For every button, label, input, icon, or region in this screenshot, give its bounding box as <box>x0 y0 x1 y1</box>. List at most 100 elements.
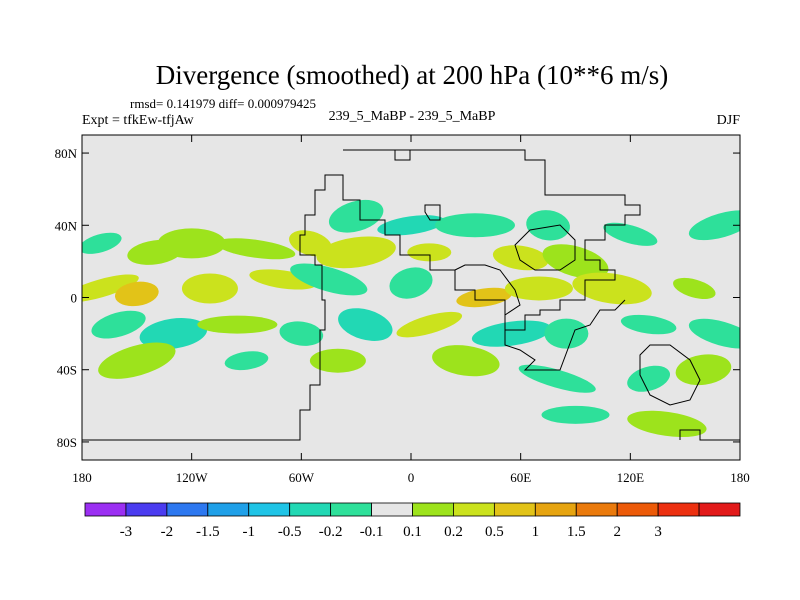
field-cell <box>432 345 500 377</box>
colorbar-label: 1 <box>532 524 540 540</box>
x-tick-label: 180 <box>730 470 750 485</box>
colorbar-label: 0.2 <box>444 524 463 540</box>
x-tick-label: 60W <box>289 470 315 485</box>
field-cell <box>82 274 139 303</box>
x-tick-label: 120E <box>617 470 645 485</box>
field-cell <box>309 348 366 373</box>
field-cell <box>290 263 368 296</box>
europe-outline <box>424 204 441 221</box>
colorbar-swatch <box>207 502 250 517</box>
y-tick-label: 40N <box>55 218 78 233</box>
colorbar-swatch <box>575 502 618 517</box>
colorbar-label: 0.5 <box>485 524 504 540</box>
africa-outline <box>454 264 626 371</box>
field-cell <box>688 318 740 349</box>
field-cell <box>407 243 452 262</box>
field-cell <box>688 210 740 241</box>
colorbar-label: -0.5 <box>278 524 302 540</box>
colorbar-label: -1.5 <box>196 524 220 540</box>
colorbar-swatch <box>166 502 209 517</box>
colorbar-labels: -3 -2 -1.5 -1 -0.5 -0.2 -0.1 0.1 0.2 0.5 1 1.5 2 3 <box>120 524 662 540</box>
field-cell <box>603 222 658 246</box>
field-cell <box>518 364 596 393</box>
colorbar-label: -0.1 <box>360 524 384 540</box>
chart-title: Divergence (smoothed) at 200 hPa (10**6 … <box>156 60 668 90</box>
longitude-axis: 180 120W 60W 0 60E 120E 180 <box>72 135 750 485</box>
coastlines <box>82 149 740 441</box>
antarctica-outline <box>679 429 740 441</box>
field-cell <box>471 320 552 347</box>
field-cell <box>91 310 146 339</box>
field-cell <box>572 272 652 305</box>
y-tick-label: 80S <box>57 435 77 450</box>
y-tick-label: 0 <box>71 291 78 306</box>
x-tick-label: 60E <box>510 470 531 485</box>
colorbar-swatch <box>616 502 659 517</box>
arabia-outline <box>514 224 576 271</box>
season-label: DJF <box>717 113 741 128</box>
y-tick-label: 80N <box>55 146 78 161</box>
field-cell <box>541 405 610 424</box>
colorbar-swatch <box>248 502 291 517</box>
field-cell <box>316 236 396 269</box>
experiment-label: Expt = tfkEw-tfjAw <box>82 113 194 128</box>
field-cell <box>673 277 716 300</box>
field-cell <box>338 308 393 341</box>
americas-outline <box>82 149 641 441</box>
field-cell <box>504 276 573 301</box>
field-cell <box>279 321 324 346</box>
field-cell <box>377 215 445 236</box>
colorbar-swatch <box>534 502 577 517</box>
colorbar-label: 2 <box>613 524 621 540</box>
field-cell <box>620 314 677 335</box>
colorbar-label: 1.5 <box>567 524 586 540</box>
field-cell <box>456 287 512 308</box>
colorbar-label: -3 <box>120 524 133 540</box>
colorbar-swatch <box>371 502 413 517</box>
field-cell <box>224 351 269 371</box>
field-cell <box>389 267 433 299</box>
comparison-label: 239_5_MaBP - 239_5_MaBP <box>329 109 496 124</box>
x-tick-label: 180 <box>72 470 92 485</box>
field-cell <box>216 238 296 260</box>
latitude-axis: 80N 40N 0 40S 80S <box>55 146 740 450</box>
colorbar-swatch <box>453 502 495 517</box>
colorbar-label: -0.2 <box>319 524 343 540</box>
field-cell <box>98 342 176 379</box>
field-cell <box>114 281 159 307</box>
greenland-outline <box>394 150 411 161</box>
colorbar-label: 3 <box>654 524 662 540</box>
field-cell <box>675 354 732 386</box>
colorbar-label: -1 <box>243 524 256 540</box>
map-panel: 80N 40N 0 40S 80S 180 120W 60W 0 60E 120E 180 <box>55 134 750 485</box>
colorbar-swatch <box>125 502 168 517</box>
stats-text: rmsd= 0.141979 diff= 0.000979425 <box>130 96 316 111</box>
colorbar-swatch <box>330 502 372 517</box>
colorbar-label: 0.1 <box>403 524 422 540</box>
divergence-field <box>82 199 740 438</box>
field-cell <box>328 199 384 233</box>
australia-outline <box>639 344 701 406</box>
field-cell <box>627 365 671 392</box>
colorbar-swatch <box>84 502 127 517</box>
colorbar-label: -2 <box>161 524 174 540</box>
x-tick-label: 0 <box>408 470 415 485</box>
colorbar-swatch <box>698 502 741 517</box>
colorbar-swatch <box>493 502 536 517</box>
field-cell <box>181 273 238 304</box>
colorbar-swatch <box>412 502 454 517</box>
field-cell <box>82 232 122 254</box>
field-cell <box>396 311 463 338</box>
field-cell <box>157 228 226 259</box>
field-cell <box>434 213 515 238</box>
field-cell <box>492 245 549 271</box>
field-cell <box>197 315 278 334</box>
colorbar-swatch <box>657 502 700 517</box>
colorbar <box>84 502 741 517</box>
field-cell <box>139 318 208 350</box>
x-tick-label: 120W <box>176 470 209 485</box>
field-cell <box>544 318 589 349</box>
field-cell <box>526 210 570 241</box>
colorbar-swatch <box>289 502 332 517</box>
